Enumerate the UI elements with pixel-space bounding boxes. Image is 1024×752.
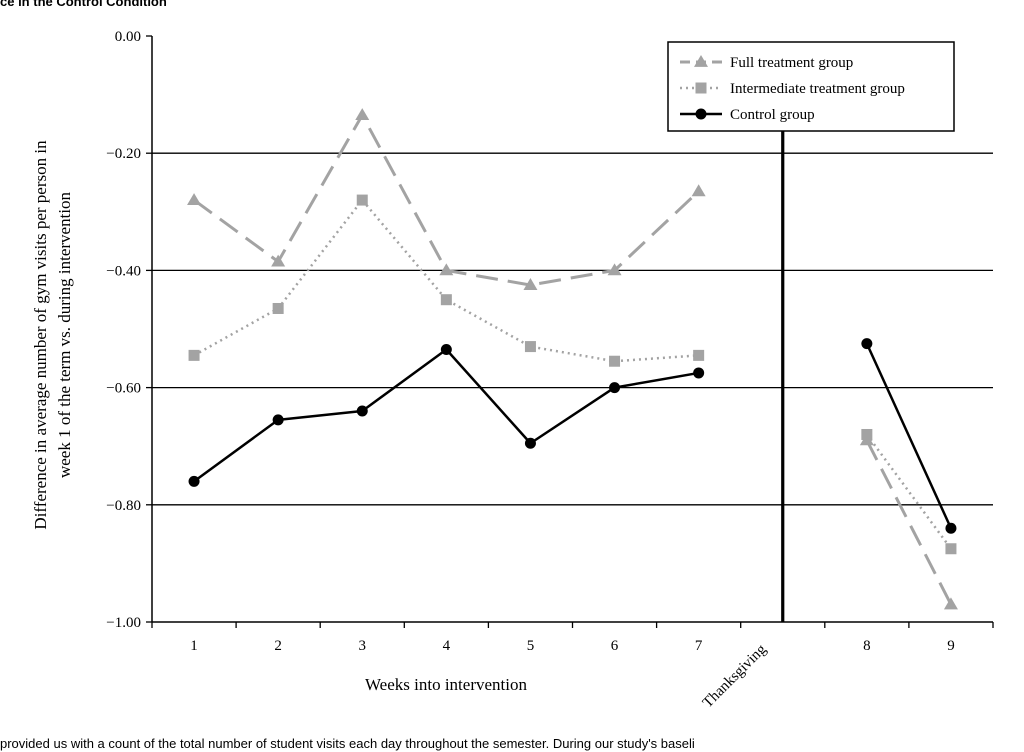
x-tick-label: 1 [190,638,198,654]
data-point [524,341,536,353]
figure-caption-top: ce in the Control Condition [0,0,167,9]
y-tick-label: −1.00 [106,615,141,631]
y-axis-title-line-1: Difference in average number of gym visi… [31,140,50,530]
data-point [945,543,957,555]
series-2 [188,338,957,534]
data-point [271,254,286,267]
legend-label: Intermediate treatment group [730,81,905,97]
y-axis-ticks: 0.00 −0.20 −0.40 −0.60 −0.80 −1.00 [106,29,152,631]
series-line [865,343,953,529]
data-point [609,382,621,394]
data-point [439,263,454,276]
y-axis-title-line-2: week 1 of the term vs. during interventi… [55,191,74,478]
legend: Full treatment group Intermediate treatme… [667,41,955,132]
legend-label: Control group [730,107,815,123]
x-tick-label: 9 [947,638,955,654]
figure-caption-bottom: provided us with a count of the total nu… [0,736,695,751]
data-point [440,294,452,306]
data-point [945,522,957,534]
gridlines [152,152,993,506]
data-point [691,184,706,197]
data-point [188,349,200,361]
series-line [865,439,953,606]
x-tick-label: 7 [695,638,703,654]
data-point [693,367,705,379]
legend-box [667,41,955,132]
data-point [943,597,958,610]
legend-marker [695,82,707,94]
data-point [693,349,705,361]
data-point [187,193,202,205]
data-point [861,428,873,440]
x-tick-label: 3 [359,638,367,654]
series-line [865,433,952,550]
data-point [356,405,368,417]
x-tick-label: 6 [611,638,619,654]
legend-label: Full treatment group [730,55,853,71]
data-point [524,437,536,449]
x-tick-label: 2 [274,638,282,654]
x-tick-label-thanksgiving: Thanksgiving [700,641,770,711]
series-line [193,113,700,287]
series-line [193,348,699,483]
line-chart: 0.00 −0.20 −0.40 −0.60 −0.80 −1.00 1 2 3 4 5 6 7Tha… [31,29,994,711]
series-0 [187,108,958,610]
x-tick-label: 5 [527,638,535,654]
y-tick-label: −0.60 [106,381,141,397]
y-tick-label: −0.20 [106,146,141,162]
legend-marker [695,108,707,120]
data-point [188,475,200,487]
x-tick-label: 4 [443,638,451,654]
data-point [607,263,622,276]
data-point [272,302,284,314]
x-axis-title: Weeks into intervention [365,675,527,694]
y-tick-label: 0.00 [115,29,141,45]
series-group [187,108,958,610]
data-point [861,338,873,350]
data-point [523,278,538,290]
data-point [355,108,370,121]
data-point [440,344,452,356]
y-tick-label: −0.80 [106,498,141,514]
x-tick-label: 8 [863,638,871,654]
data-point [356,194,368,206]
data-point [272,414,284,426]
series-1 [188,194,957,555]
legend-marker [694,55,708,67]
series-line [193,198,699,363]
y-tick-label: −0.40 [106,263,141,279]
data-point [609,355,621,367]
